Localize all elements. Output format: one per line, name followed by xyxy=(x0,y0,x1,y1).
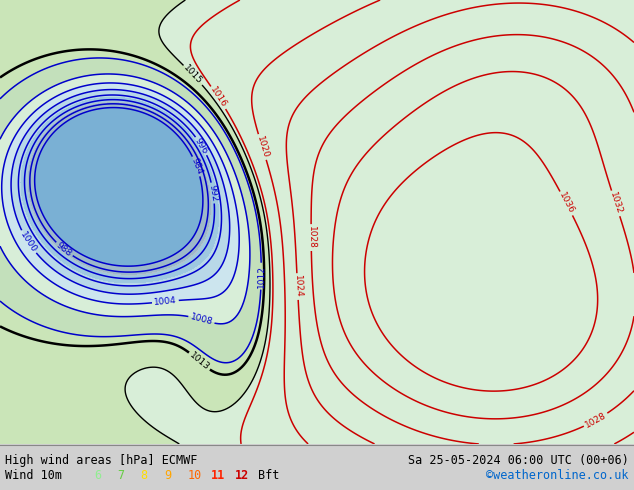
Text: 1016: 1016 xyxy=(209,86,228,110)
Text: 1015: 1015 xyxy=(182,64,204,86)
Text: 1013: 1013 xyxy=(188,350,211,372)
Text: 992: 992 xyxy=(207,184,219,202)
Text: 12: 12 xyxy=(235,469,249,482)
Text: 1028: 1028 xyxy=(584,411,608,430)
Text: 6: 6 xyxy=(94,469,101,482)
Text: 1024: 1024 xyxy=(292,275,302,298)
Text: 9: 9 xyxy=(164,469,171,482)
Text: 1028: 1028 xyxy=(307,226,316,249)
Text: 996: 996 xyxy=(193,136,210,156)
Text: 8: 8 xyxy=(141,469,148,482)
Text: 1020: 1020 xyxy=(255,135,270,159)
Text: ©weatheronline.co.uk: ©weatheronline.co.uk xyxy=(486,469,629,482)
Text: 1032: 1032 xyxy=(608,191,623,216)
Text: 11: 11 xyxy=(211,469,225,482)
Text: 10: 10 xyxy=(188,469,202,482)
Text: 1008: 1008 xyxy=(189,312,214,327)
Text: 984: 984 xyxy=(190,157,204,176)
Text: 1004: 1004 xyxy=(153,296,177,307)
Text: 1012: 1012 xyxy=(257,265,266,288)
Text: High wind areas [hPa] ECMWF: High wind areas [hPa] ECMWF xyxy=(5,454,197,467)
Text: 7: 7 xyxy=(117,469,124,482)
Text: Bft: Bft xyxy=(258,469,280,482)
Text: 1000: 1000 xyxy=(18,230,38,254)
Text: Sa 25-05-2024 06:00 UTC (00+06): Sa 25-05-2024 06:00 UTC (00+06) xyxy=(408,454,629,467)
Text: 1036: 1036 xyxy=(557,191,576,216)
Text: Wind 10m: Wind 10m xyxy=(5,469,62,482)
Text: 988: 988 xyxy=(55,241,74,258)
